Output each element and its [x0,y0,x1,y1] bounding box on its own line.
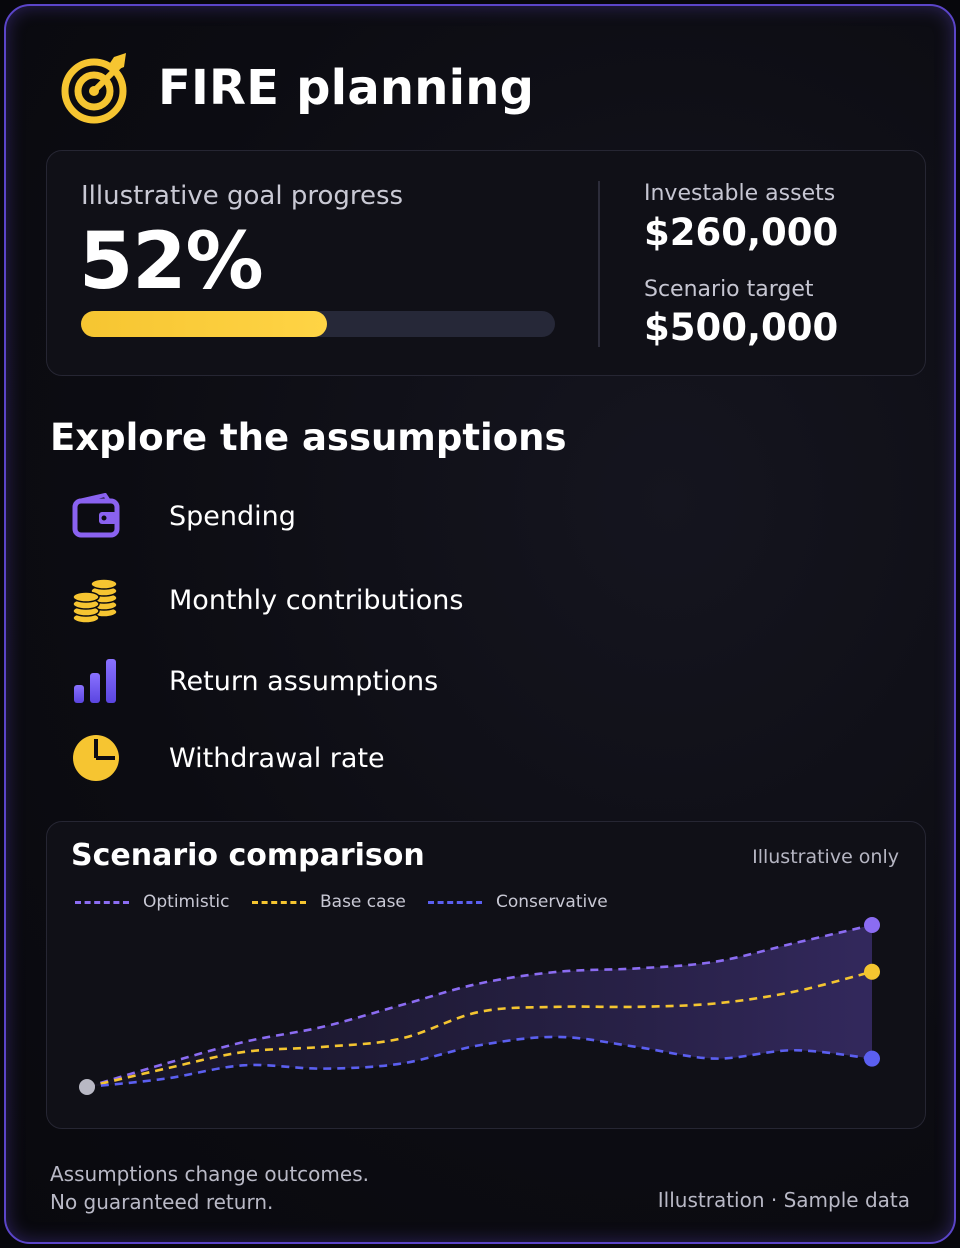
series-end-point-optimistic [864,917,880,934]
progress-card: Illustrative goal progress 52% Investabl… [46,150,926,376]
scenario-target-value: $500,000 [644,306,839,349]
app-frame: FIRE planning Illustrative goal progress… [4,4,956,1244]
legend-label: Conservative [496,892,608,912]
assumption-item-monthly-contributions[interactable]: Monthly contributions [66,570,463,630]
series-line-conservative [86,1035,873,1089]
assumption-item-spending[interactable]: Spending [66,486,296,546]
scenario-chart-card: Scenario comparison Illustrative only Op… [46,821,926,1129]
investable-assets-label: Investable assets [644,181,836,206]
assumption-item-return-assumptions[interactable]: Return assumptions [66,651,438,711]
progress-label: Illustrative goal progress [81,181,404,211]
legend-item-conservative: Conservative [428,892,608,912]
data-source-note: Illustration · Sample data [657,1188,910,1212]
pie-chart-icon [66,728,126,788]
assumption-label: Return assumptions [169,665,439,697]
divider [598,181,600,347]
chart-note: Illustrative only [752,846,899,868]
assumptions-title: Explore the assumptions [50,416,567,459]
legend-item-base-case: Base case [252,892,406,912]
investable-assets-value: $260,000 [644,211,839,254]
progress-track [81,311,555,337]
disclaimer-line-1: Assumptions change outcomes. [50,1162,369,1186]
scenario-range-band [87,925,872,1087]
legend-swatch [252,900,306,904]
assumption-label: Withdrawal rate [169,742,385,774]
assumption-label: Spending [169,500,296,532]
page-title: FIRE planning [158,60,535,116]
coin-stacks-icon [66,570,126,630]
legend-swatch [428,900,482,904]
progress-percent: 52% [79,217,264,307]
chart-title: Scenario comparison [71,838,425,873]
legend-label: Base case [320,892,406,912]
series-line-optimistic [86,923,873,1089]
legend-item-optimistic: Optimistic [75,892,229,912]
series-line-base-case [86,970,873,1089]
assumption-item-withdrawal-rate[interactable]: Withdrawal rate [66,728,385,788]
disclaimer: Assumptions change outcomes. No guarante… [50,1160,369,1216]
legend-label: Optimistic [143,892,230,912]
assumption-label: Monthly contributions [169,584,464,616]
scenario-target-label: Scenario target [644,277,814,302]
page-header: FIRE planning [58,48,534,128]
wallet-icon [66,486,126,546]
target-arrow-icon [61,53,127,124]
legend-swatch [75,900,129,904]
series-start-point [79,1079,95,1095]
disclaimer-line-2: No guaranteed return. [50,1190,274,1214]
scenario-chart [79,917,880,1095]
series-end-point-conservative [864,1050,880,1067]
progress-fill [81,311,328,337]
series-end-point-base-case [864,963,880,980]
bar-chart-icon [66,651,126,711]
